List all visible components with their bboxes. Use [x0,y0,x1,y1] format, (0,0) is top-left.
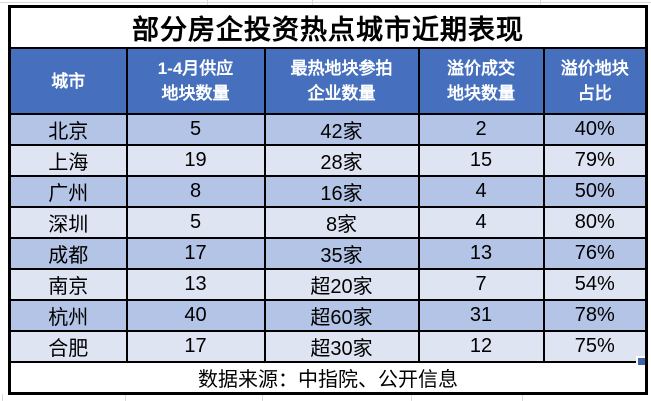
table-cell[interactable]: 28家 [263,144,420,177]
source-note: 数据来源：中指院、公开信息 [198,369,458,391]
table-cell[interactable]: 42家 [263,113,420,146]
table-cell[interactable]: 78% [542,299,648,332]
table-row-nanjing: 南京 13 超20家 7 54% [8,268,648,301]
table-cell[interactable]: 17 [125,330,266,363]
table-cell[interactable]: 35家 [263,237,420,270]
table-row-hangzhou: 杭州 40 超60家 31 78% [8,299,648,332]
source-note-cell[interactable]: 数据来源：中指院、公开信息 [8,361,648,395]
table-cell[interactable]: 13 [125,268,266,301]
table-cell[interactable]: 深圳 [8,206,128,239]
header-label-line: 企业数量 [307,84,376,103]
table-cell[interactable]: 8 [125,175,266,208]
table-cell[interactable]: 合肥 [8,330,128,363]
table-cell[interactable]: 76% [542,237,648,270]
spreadsheet-gridline [312,0,313,5]
table-cell[interactable]: 超20家 [263,268,420,301]
header-label-line: 溢价地块 [560,59,629,78]
header-label-line: 占比 [577,84,612,103]
table-cell[interactable]: 80% [542,206,648,239]
header-label-line: 地块数量 [161,84,230,103]
table-row-chengdu: 成都 17 35家 13 76% [8,237,648,270]
spreadsheet-gridline [262,394,263,401]
table-cell[interactable]: 19 [125,144,266,177]
header-label-line: 城市 [51,71,86,91]
table-title: 部分房企投资热点城市近期表现 [132,15,524,45]
table-cell[interactable]: 50% [542,175,648,208]
table-cell[interactable]: 75% [542,330,648,363]
table-cell[interactable]: 79% [542,144,648,177]
table-cell[interactable]: 成都 [8,237,128,270]
spreadsheet-gridline [207,0,208,5]
header-cell-supply-plots[interactable]: 1-4月供应 地块数量 [125,47,266,115]
table-cell[interactable]: 12 [417,330,545,363]
table-cell[interactable]: 北京 [8,113,128,146]
header-label-line: 最热地块参拍 [290,59,393,78]
spreadsheet-gridline [522,394,523,401]
spreadsheet-gridline [540,0,541,5]
spreadsheet-gridline [0,2,651,3]
spreadsheet-gridline [2,394,3,401]
header-row: 城市 1-4月供应 地块数量 最热地块参拍 企业数量 溢价成交 地块数量 溢价地… [8,47,648,115]
table-cell[interactable]: 54% [542,268,648,301]
header-label-line: 地块数量 [447,84,515,103]
table-row-guangzhou: 广州 8 16家 4 50% [8,175,648,208]
source-row: 数据来源：中指院、公开信息 [8,361,648,395]
table-cell[interactable]: 5 [125,113,266,146]
table-cell[interactable]: 上海 [8,144,128,177]
spreadsheet-gridline [411,394,412,401]
fill-handle[interactable] [636,356,645,365]
table-cell[interactable]: 40% [542,113,648,146]
header-cell-city[interactable]: 城市 [8,47,128,115]
table-cell[interactable]: 南京 [8,268,128,301]
table-cell[interactable]: 5 [125,206,266,239]
header-label-line: 1-4月供应 [157,59,234,78]
table-cell[interactable]: 17 [125,237,266,270]
table-cell[interactable]: 16家 [263,175,420,208]
header-cell-premium-deals[interactable]: 溢价成交 地块数量 [417,47,545,115]
table-cell[interactable]: 超60家 [263,299,420,332]
table-cell[interactable]: 杭州 [8,299,128,332]
table-row-shanghai: 上海 19 28家 15 79% [8,144,648,177]
table-cell[interactable]: 40 [125,299,266,332]
header-cell-bidding-companies[interactable]: 最热地块参拍 企业数量 [263,47,420,115]
table-cell[interactable]: 2 [417,113,545,146]
table-cell[interactable]: 31 [417,299,545,332]
header-label-line: 溢价成交 [447,59,515,78]
table-row-shenzhen: 深圳 5 8家 4 80% [8,206,648,239]
title-row: 部分房企投资热点城市近期表现 [8,5,648,49]
table-cell[interactable]: 7 [417,268,545,301]
table-row-beijing: 北京 5 42家 2 40% [8,113,648,146]
table-cell[interactable]: 4 [417,206,545,239]
table-cell[interactable]: 4 [417,175,545,208]
data-table: 部分房企投资热点城市近期表现 城市 1-4月供应 地块数量 最热地块参拍 企业数… [8,5,648,395]
table-cell[interactable]: 15 [417,144,545,177]
table-cell[interactable]: 超30家 [263,330,420,363]
spreadsheet-gridline [125,394,126,401]
table-cell[interactable]: 广州 [8,175,128,208]
header-cell-premium-ratio[interactable]: 溢价地块 占比 [542,47,648,115]
table-row-hefei: 合肥 17 超30家 12 75% [8,330,648,363]
table-cell[interactable]: 8家 [263,206,420,239]
table-cell[interactable]: 13 [417,237,545,270]
table-title-cell[interactable]: 部分房企投资热点城市近期表现 [8,5,648,49]
